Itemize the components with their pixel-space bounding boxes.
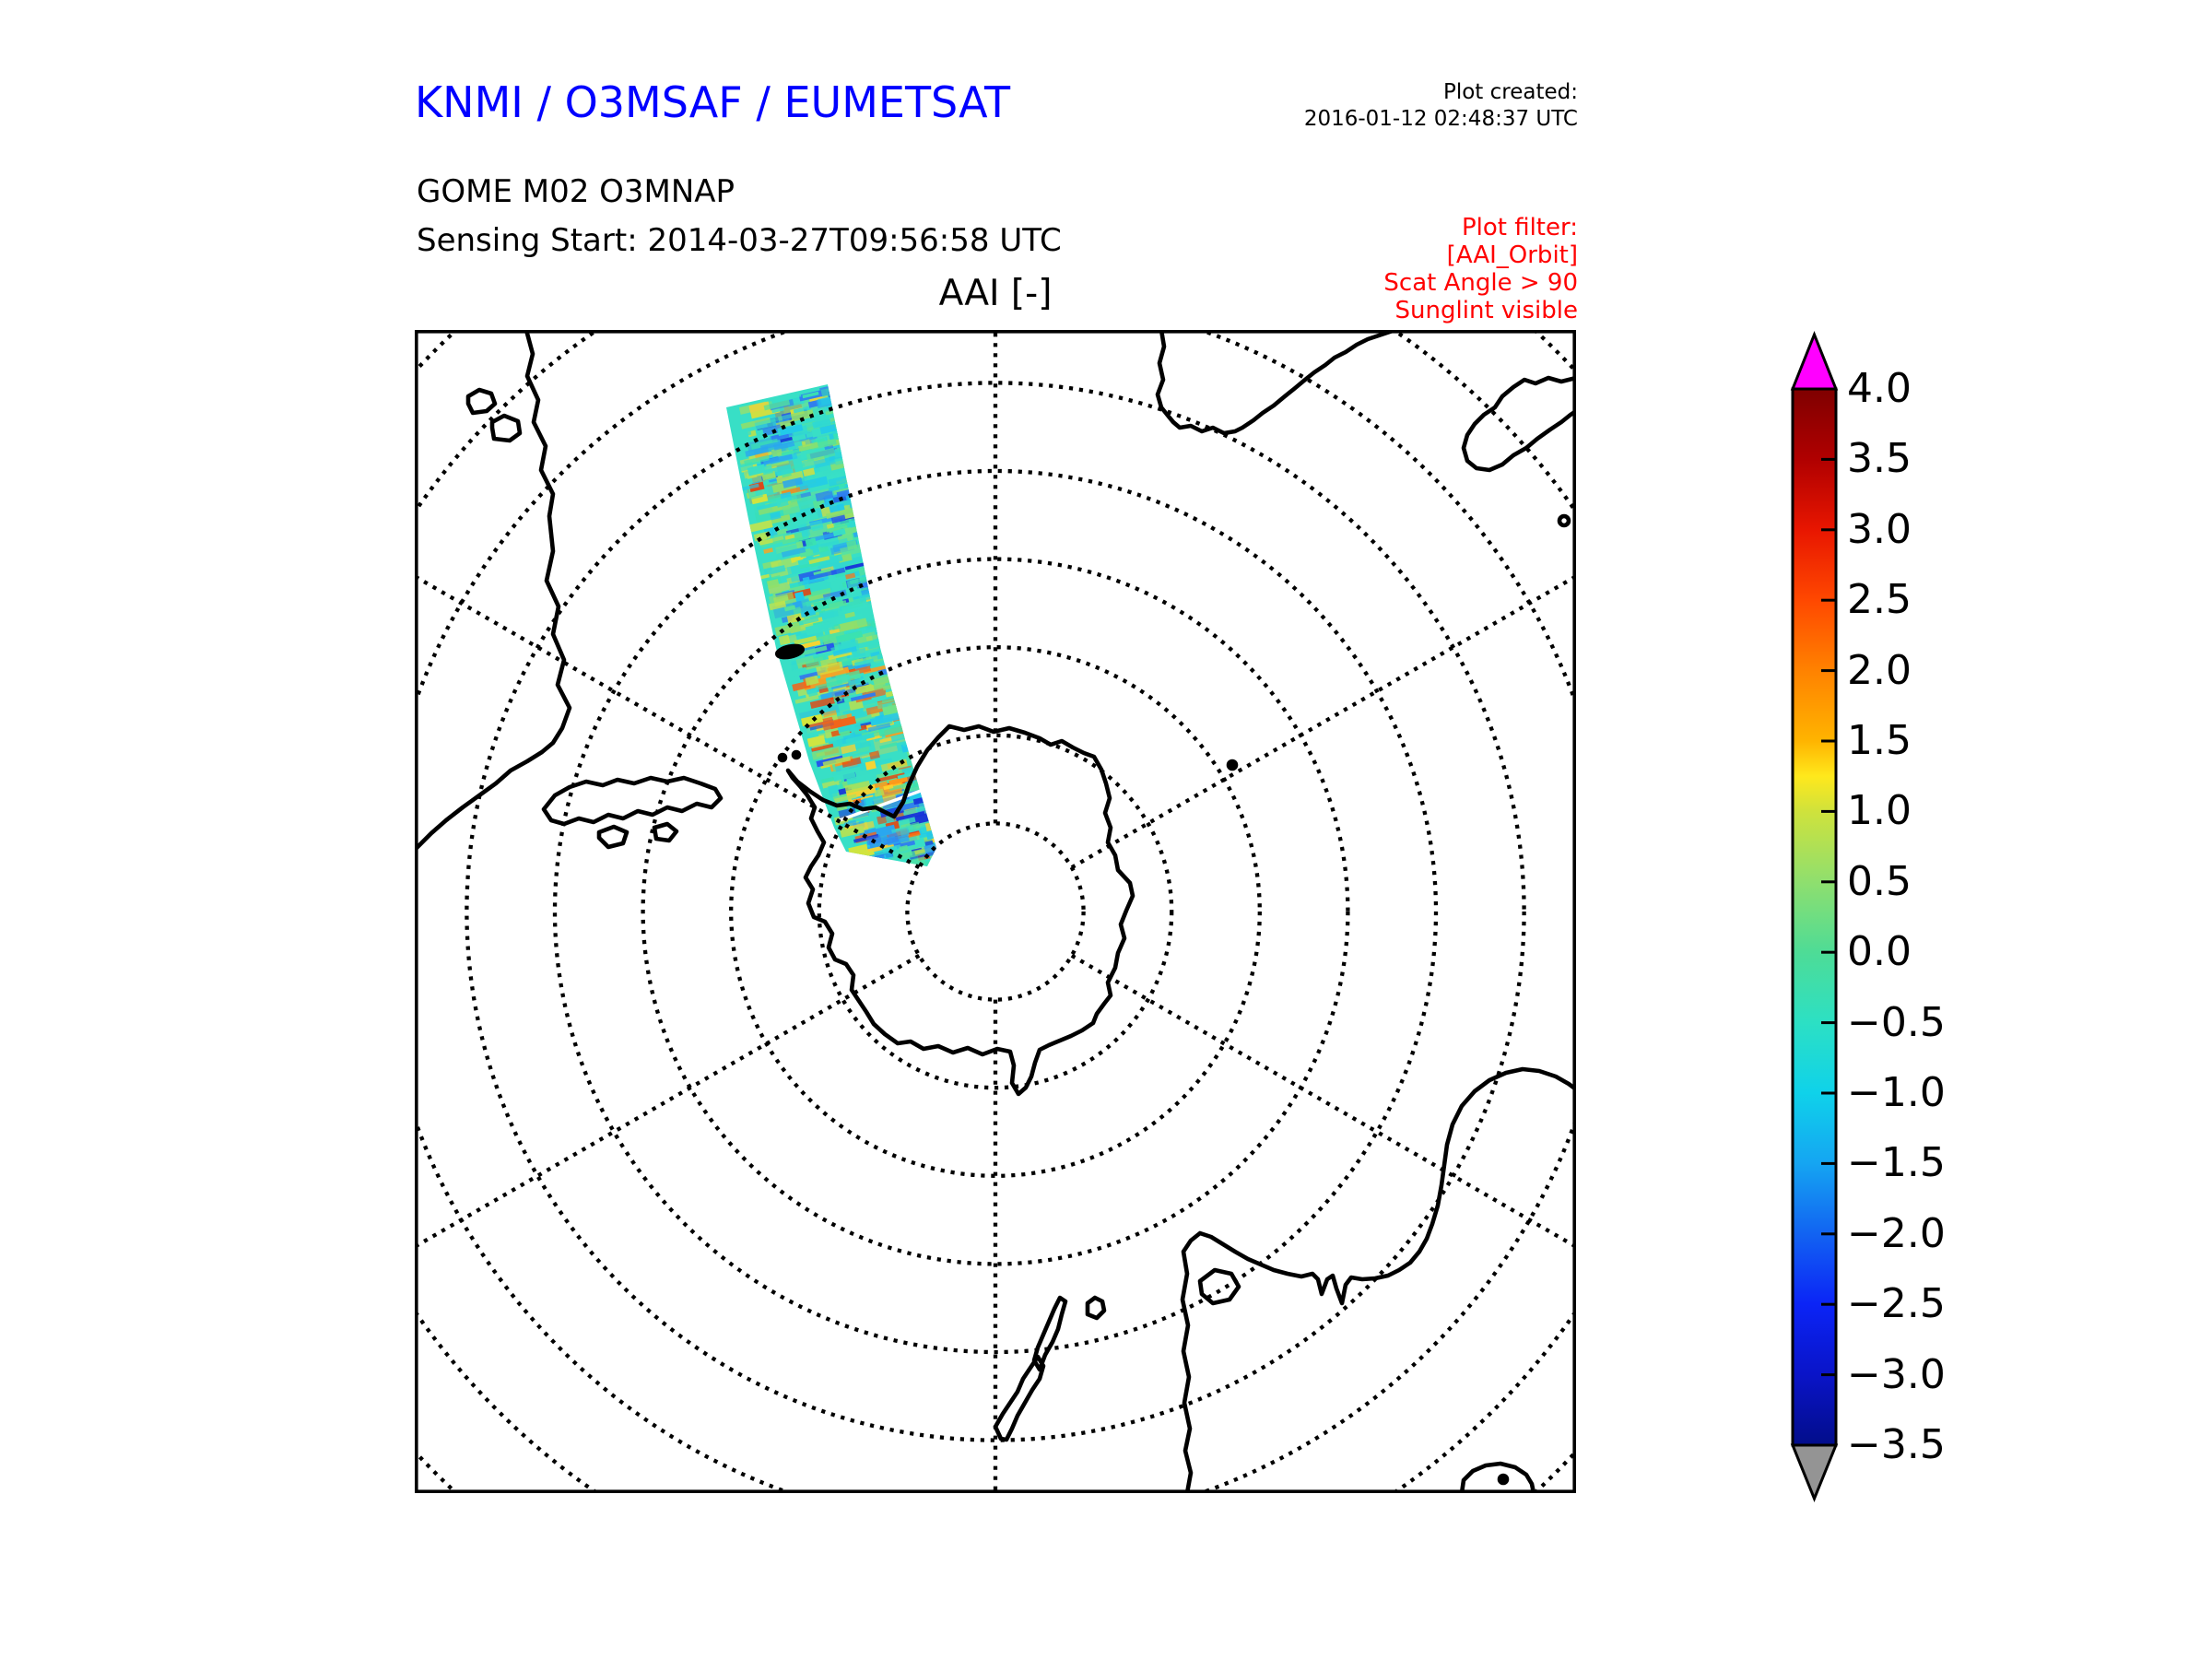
coast-kangaroo-island [1197, 1267, 1241, 1306]
coast-island [489, 413, 523, 443]
meridian-spoke [1070, 953, 1574, 1249]
coast-island-in-swath [774, 643, 806, 660]
colorbar-tick-label: 0.5 [1847, 857, 1912, 905]
coast-tierra-del-fuego [541, 775, 724, 827]
coast-tiny-island [791, 749, 802, 760]
colorbar [1790, 330, 1839, 1502]
plot-created-label: Plot created: [1442, 80, 1578, 104]
coast-tdf-islet [652, 821, 679, 843]
colorbar-tick-label: −3.5 [1847, 1421, 1946, 1468]
colorbar-gradient-bar [1791, 387, 1838, 1447]
coast-tiny-island [777, 752, 788, 763]
colorbar-tick-label: −2.0 [1847, 1209, 1946, 1257]
colorbar-tick-label: 2.0 [1847, 646, 1912, 694]
coast-island [465, 387, 498, 416]
coast-antarctica [785, 724, 1135, 1097]
colorbar-tick-label: 4.0 [1847, 365, 1912, 412]
latitude-circle [417, 332, 1574, 1491]
coastlines [417, 332, 1574, 1491]
latitude-circle [465, 381, 1526, 1442]
plot-filter-block: Plot filter: [AAI_Orbit] Scat Angle > 90… [1226, 214, 1578, 324]
latitude-circle [417, 332, 1574, 1491]
coast-south-america [417, 332, 572, 852]
colorbar-tick-label: −3.0 [1847, 1350, 1946, 1398]
latitude-circle [552, 468, 1439, 1355]
plot-filter-line: Sunglint visible [1394, 297, 1578, 324]
map-frame [415, 330, 1576, 1493]
colorbar-ticks [1821, 387, 1836, 1447]
colorbar-tick-label: 1.5 [1847, 717, 1912, 764]
latitude-circle [641, 557, 1350, 1266]
plot-filter-line: Scat Angle > 90 [1383, 269, 1578, 297]
coast-tiny-island [1226, 759, 1239, 771]
coast-madagascar [1461, 375, 1574, 473]
latitude-circle [417, 332, 1574, 1491]
plot-filter-line: [AAI_Orbit] [1446, 241, 1578, 269]
map-title: AAI [-] [938, 273, 1053, 314]
sensing-start-line: Sensing Start: 2014-03-27T09:56:58 UTC [417, 222, 1062, 259]
coast-tiny-island [1497, 1473, 1510, 1486]
coast-south-africa [1155, 332, 1397, 436]
coast-small-island [1085, 1295, 1107, 1321]
meridian-spoke [1070, 574, 1574, 870]
colorbar-tick-label: −0.5 [1847, 998, 1946, 1046]
colorbar-tick-label: 1.0 [1847, 787, 1912, 835]
coast-new-zealand-south [993, 1354, 1046, 1442]
coast-australia [1180, 1066, 1574, 1491]
colorbar-tick-label: −2.5 [1847, 1280, 1946, 1328]
graticule-dotted-grid [417, 332, 1574, 1491]
coast-tiny-island [1557, 513, 1571, 528]
page-title: KNMI / O3MSAF / EUMETSAT [415, 77, 1011, 127]
coast-tdf-islet [596, 824, 629, 850]
colorbar-tick-label: 2.5 [1847, 576, 1912, 624]
plot-created-value: 2016-01-12 02:48:37 UTC [1303, 107, 1578, 131]
aai-swath [726, 384, 936, 866]
plot-created-block: Plot created: 2016-01-12 02:48:37 UTC [1226, 79, 1578, 133]
coast-tasmania [1459, 1461, 1535, 1491]
colorbar-tick-label: 3.0 [1847, 505, 1912, 553]
plot-filter-line: Plot filter: [1461, 214, 1578, 241]
colorbar-tick-label: 0.0 [1847, 928, 1912, 976]
coast-new-zealand-north [1031, 1295, 1068, 1372]
product-line: GOME M02 O3MNAP [417, 173, 735, 210]
latitude-circle [817, 733, 1174, 1090]
meridian-spoke [417, 953, 921, 1249]
polar-map [415, 330, 1576, 1493]
colorbar-over-range-arrow [1790, 330, 1839, 391]
colorbar-tick-label: −1.5 [1847, 1139, 1946, 1187]
latitude-circle [905, 821, 1086, 1002]
colorbar-tick-label: 3.5 [1847, 435, 1912, 483]
colorbar-tick-label: −1.0 [1847, 1069, 1946, 1116]
colorbar-under-range-arrow [1790, 1443, 1839, 1502]
